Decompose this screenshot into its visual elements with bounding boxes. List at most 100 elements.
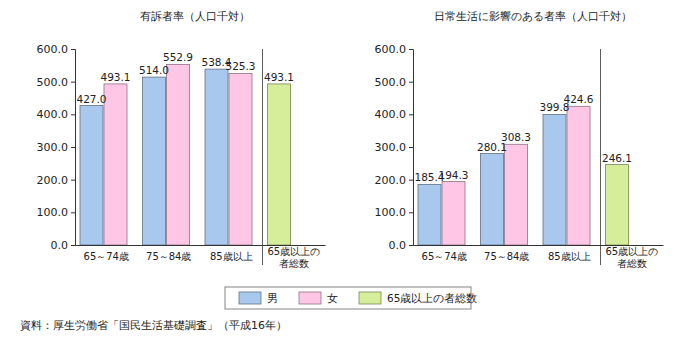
tick-label: 600.0 [37, 43, 69, 56]
tick-label: 65歳以上の者総数 [267, 246, 320, 269]
tick: 600.0 [375, 43, 414, 56]
chart-title: 有訴者率（人口千対） [140, 10, 250, 23]
tick-label: 75～84歳 [146, 251, 191, 262]
tick: 100.0 [375, 206, 414, 219]
tick-label: 0.0 [389, 239, 407, 252]
data-label: 514.0 [139, 64, 169, 76]
data-label: 424.6 [563, 93, 593, 105]
bar [268, 84, 291, 245]
tick: 100.0 [37, 206, 76, 219]
legend-label: 65歳以上の者総数 [387, 292, 477, 304]
axis-line [71, 50, 76, 246]
tick-mark [71, 82, 75, 83]
chart-title: 日常生活に影響のある者率（人口千対） [434, 10, 632, 23]
separator [600, 49, 601, 265]
data-label: 246.1 [602, 152, 632, 164]
bar [442, 182, 465, 245]
axis-line [409, 50, 414, 246]
bar [567, 106, 590, 245]
data-label: 493.1 [100, 71, 130, 83]
tick-label: 400.0 [37, 108, 69, 121]
legend-label: 男 [267, 292, 278, 304]
bar [505, 144, 528, 245]
bar [543, 114, 566, 245]
tick-mark [71, 180, 75, 181]
tick-mark [409, 180, 413, 181]
tick: 65～74歳 [84, 245, 129, 262]
tick: 200.0 [375, 174, 414, 187]
tick: 300.0 [37, 141, 76, 154]
tick: 500.0 [375, 76, 414, 89]
bars [80, 64, 291, 245]
tick: 300.0 [375, 141, 414, 154]
y-axis: 0.0 100.0 200.0 300.0 400.0 500.0 600.0 [37, 43, 76, 252]
y-axis: 0.0 100.0 200.0 300.0 400.0 500.0 600.0 [375, 43, 414, 252]
tick-mark [409, 212, 413, 213]
data-label: 308.3 [501, 131, 531, 143]
tick-label: 85歳以上 [210, 251, 253, 262]
tick-label: 600.0 [375, 43, 407, 56]
data-label: 493.1 [264, 71, 294, 83]
tick-mark [409, 82, 413, 83]
tick: 65～74歳 [422, 245, 467, 262]
tick-label: 500.0 [375, 76, 407, 89]
tick-mark [71, 114, 75, 115]
bars [418, 106, 629, 245]
legend-swatch [299, 292, 321, 304]
legend: 男 女 65歳以上の者総数 [225, 287, 477, 309]
tick-label: 200.0 [37, 174, 69, 187]
legend-swatch [239, 292, 261, 304]
tick-label: 500.0 [37, 76, 69, 89]
tick-mark [409, 114, 413, 115]
tick-label: 85歳以上 [548, 251, 591, 262]
tick: 65歳以上の者総数 [605, 245, 658, 269]
legend-label: 女 [327, 292, 338, 304]
tick-mark [71, 49, 75, 50]
tick: 500.0 [37, 76, 76, 89]
tick: 0.0 [389, 239, 414, 252]
tick: 85歳以上 [548, 245, 591, 262]
tick: 200.0 [37, 174, 76, 187]
chart-root: 有訴者率（人口千対）427.0493.1514.0552.9538.4525.3… [0, 0, 691, 345]
tick-label: 65～74歳 [84, 251, 129, 262]
tick: 75～84歳 [146, 245, 191, 262]
chart: 日常生活に影響のある者率（人口千対）185.4194.3280.1308.339… [375, 10, 664, 269]
source-note: 資料：厚生労働省「国民生活基礎調査」（平成16年） [20, 319, 287, 332]
tick-mark [71, 212, 75, 213]
tick: 85歳以上 [210, 245, 253, 262]
bar [143, 77, 166, 245]
data-label: 427.0 [76, 93, 106, 105]
tick-mark [409, 49, 413, 50]
tick-label: 0.0 [51, 239, 69, 252]
tick-label: 65歳以上の者総数 [605, 246, 658, 269]
tick: 400.0 [375, 108, 414, 121]
tick-mark [71, 245, 75, 246]
tick-label: 100.0 [37, 206, 69, 219]
tick: 400.0 [37, 108, 76, 121]
x-axis: 65～74歳 75～84歳 85歳以上 65歳以上の者総数 [76, 245, 326, 269]
bar [481, 154, 504, 245]
tick: 75～84歳 [484, 245, 529, 262]
data-labels: 185.4194.3280.1308.3399.8424.6246.1 [414, 93, 632, 183]
chart: 有訴者率（人口千対）427.0493.1514.0552.9538.4525.3… [37, 10, 326, 269]
bar [229, 73, 252, 245]
bar [167, 64, 190, 245]
x-axis: 65～74歳 75～84歳 85歳以上 65歳以上の者総数 [414, 245, 664, 269]
legend-swatch [359, 292, 381, 304]
data-label: 194.3 [438, 169, 468, 181]
tick-label: 65～74歳 [422, 251, 467, 262]
data-labels: 427.0493.1514.0552.9538.4525.3493.1 [76, 51, 294, 104]
bar [80, 106, 103, 245]
tick: 0.0 [51, 239, 76, 252]
tick-mark [409, 147, 413, 148]
tick-mark [71, 147, 75, 148]
bar [205, 69, 228, 245]
tick-label: 300.0 [37, 141, 69, 154]
tick-label: 75～84歳 [484, 251, 529, 262]
bar [418, 184, 441, 245]
bar [606, 165, 629, 245]
bar [104, 84, 127, 245]
data-label: 525.3 [225, 60, 255, 72]
tick-label: 400.0 [375, 108, 407, 121]
tick-label: 200.0 [375, 174, 407, 187]
